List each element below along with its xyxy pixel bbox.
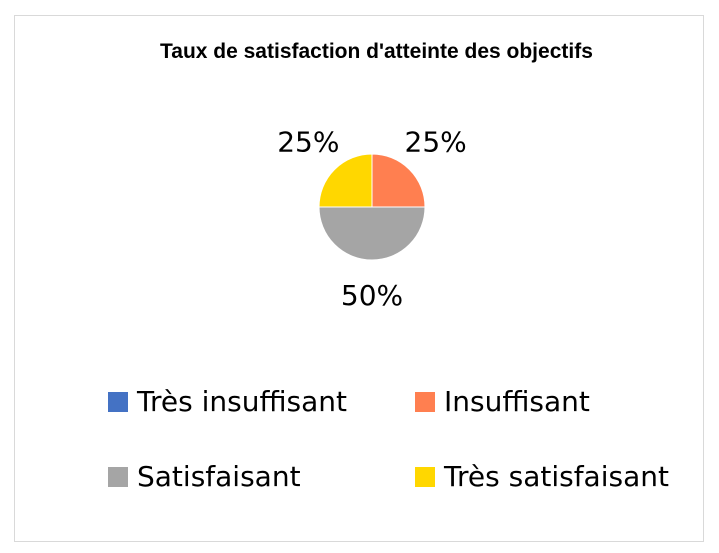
legend-item-tres-insuffisant: Très insuffisant [108,385,347,418]
legend-item-satisfaisant: Satisfaisant [108,460,301,493]
legend-label: Satisfaisant [137,460,301,493]
legend-label: Très satisfaisant [444,460,669,493]
chart-title: Taux de satisfaction d'atteinte des obje… [160,40,593,63]
chart-frame [14,15,704,542]
pie-slice-2 [318,206,426,261]
pie-slice-3 [318,153,373,208]
data-label-3: 25% [277,125,339,158]
legend-item-insuffisant: Insuffisant [415,385,590,418]
legend-label: Très insuffisant [137,385,347,418]
legend-swatch [415,466,435,487]
legend-label: Insuffisant [444,385,590,418]
legend-item-tres-satisfaisant: Très satisfaisant [415,460,669,493]
legend-swatch [108,466,128,487]
legend-swatch [108,391,128,412]
data-label-1: 25% [405,125,467,158]
pie-slice-1 [371,153,426,208]
data-label-2: 50% [341,279,403,312]
legend-swatch [415,391,435,412]
